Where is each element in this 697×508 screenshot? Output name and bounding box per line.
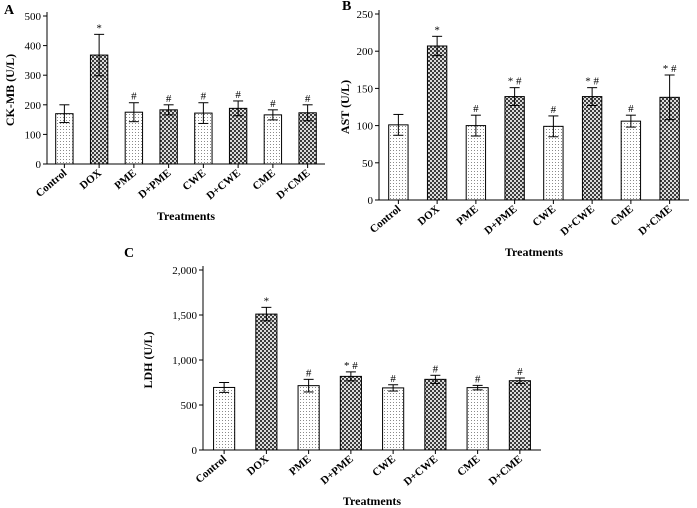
bar-cme	[620, 120, 642, 201]
significance-label: *	[96, 22, 102, 34]
category-label: PME	[454, 203, 480, 228]
significance-label: * #	[663, 63, 677, 75]
significance-label: #	[475, 373, 481, 385]
category-label: D+CWE	[402, 453, 441, 488]
bar-control	[388, 124, 409, 201]
y-axis-title: CK-MB (U/L)	[3, 54, 17, 126]
bar-d-cme	[508, 380, 531, 451]
bar-d-pme	[504, 96, 525, 201]
category-label: DOX	[78, 167, 104, 192]
y-tick-label: 50	[362, 158, 374, 170]
significance-label: #	[305, 93, 311, 105]
panel-letter: B	[342, 0, 351, 14]
significance-label: *	[434, 24, 440, 36]
bar-cwe	[543, 125, 564, 201]
y-tick-label: 500	[181, 400, 198, 412]
category-label: D+CWE	[204, 167, 243, 202]
significance-label: * #	[508, 76, 522, 88]
panel-a: A 0 100 200 300 400 500 CK-MB (U/L) Control * DOX #…	[3, 3, 325, 223]
y-tick-label: 400	[25, 41, 42, 53]
category-label: D+PME	[318, 453, 355, 487]
category-label: PME	[287, 453, 313, 478]
y-axis-title: LDH (U/L)	[141, 331, 155, 388]
y-tick-label: 300	[25, 70, 42, 82]
bar-pme	[297, 385, 320, 451]
bar-d-pme	[339, 375, 362, 451]
bar-dox	[426, 45, 448, 201]
category-label: Control	[368, 203, 404, 236]
bar-cme	[263, 114, 283, 165]
category-label: D+PME	[482, 203, 519, 237]
y-tick-label: 0	[368, 195, 374, 207]
panel-letter: C	[124, 246, 134, 261]
significance-label: #	[131, 91, 137, 103]
significance-label: #	[166, 93, 172, 105]
category-label: CWE	[530, 203, 558, 229]
y-tick-label: 250	[357, 9, 374, 21]
bar-d-cwe	[581, 96, 603, 201]
x-axis-title: Treatments	[343, 494, 402, 508]
significance-label: #	[551, 104, 557, 116]
significance-label: * #	[344, 360, 358, 372]
category-label: CME	[608, 203, 635, 229]
y-tick-label: 200	[357, 46, 374, 58]
y-axis-title: AST (U/L)	[338, 80, 352, 134]
significance-label: #	[433, 363, 439, 375]
bar-d-cwe	[424, 378, 447, 451]
category-label: DOX	[416, 203, 442, 228]
category-label: CME	[250, 167, 277, 193]
y-tick-label: 2,000	[172, 265, 197, 277]
y-tick-label: 100	[25, 129, 42, 141]
bar-pme	[465, 125, 487, 201]
bar-dox	[255, 313, 278, 451]
significance-label: #	[390, 373, 396, 385]
significance-label: *	[264, 295, 270, 307]
category-label: CWE	[180, 167, 208, 193]
bar-d-pme	[159, 109, 178, 165]
panel-letter: A	[4, 3, 15, 18]
significance-label: #	[270, 98, 276, 110]
category-label: CWE	[370, 453, 398, 479]
category-label: D+CME	[487, 453, 525, 488]
significance-label: #	[235, 89, 241, 101]
category-label: D+PME	[136, 167, 173, 201]
significance-label: #	[628, 103, 634, 115]
category-label: PME	[112, 167, 138, 192]
category-label: D+CME	[636, 203, 674, 238]
significance-label: #	[201, 91, 207, 103]
y-tick-label: 200	[25, 100, 42, 112]
x-axis-title: Treatments	[505, 245, 564, 259]
bar-control	[213, 386, 236, 451]
category-label: CME	[455, 453, 482, 479]
y-tick-label: 0	[192, 445, 198, 457]
y-tick-label: 1,500	[172, 310, 197, 322]
significance-label: #	[517, 366, 523, 378]
bar-cme	[466, 387, 489, 451]
panel-c: C 0 500 1,000 1,500 2,000 LDH (U/L) Control * DOX…	[124, 246, 541, 508]
category-label: D+CME	[274, 167, 312, 202]
significance-label: #	[473, 103, 479, 115]
category-label: DOX	[245, 453, 271, 478]
significance-label: * #	[585, 76, 599, 88]
y-tick-label: 150	[357, 83, 374, 95]
y-tick-label: 1,000	[172, 355, 197, 367]
y-tick-label: 500	[25, 11, 42, 23]
panel-b: B 0 50 100 150 200 250 AST (U/L) Control * DOX # PME…	[338, 0, 689, 259]
bar-cwe	[382, 387, 405, 451]
y-tick-label: 0	[36, 159, 42, 171]
x-axis-title: Treatments	[157, 209, 216, 223]
category-label: Control	[34, 167, 70, 200]
significance-label: #	[306, 367, 312, 379]
category-label: D+CWE	[558, 203, 597, 238]
y-tick-label: 100	[357, 121, 374, 133]
bar-d-cwe	[228, 107, 248, 165]
category-label: Control	[193, 453, 229, 486]
